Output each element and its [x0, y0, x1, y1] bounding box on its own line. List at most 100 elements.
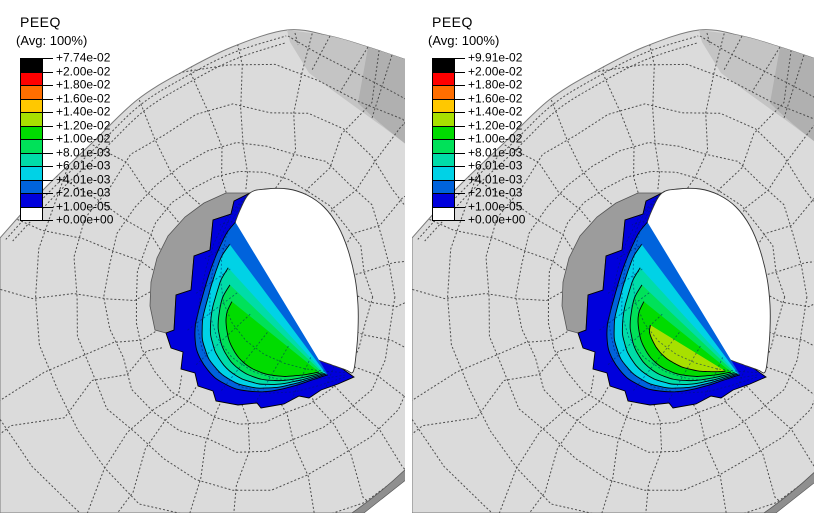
- legend-tick: [455, 206, 465, 208]
- legend-title: PEEQ: [20, 14, 61, 30]
- rim-mesh-tick: [339, 46, 369, 93]
- legend-swatch: [20, 152, 43, 167]
- legend-level-label: +7.74e-02: [56, 50, 111, 65]
- rim-mesh-tick: [371, 54, 393, 119]
- legend-tick: [43, 125, 53, 127]
- legend-tick: [43, 152, 53, 154]
- legend-swatch: [20, 98, 43, 113]
- contour-legend-right: PEEQ (Avg: 100%) +9.91e-02 +2.00e-02 +1.80…: [428, 12, 564, 226]
- legend-level-label: +1.40e-02: [468, 104, 523, 119]
- model-view-right: [412, 29, 814, 513]
- legend-tick: [455, 85, 465, 86]
- legend-level-label: +1.00e-02: [468, 131, 523, 146]
- legend-subtitle: (Avg: 100%): [428, 33, 500, 48]
- legend-tick: [43, 206, 53, 208]
- viewport-left: PEEQ (Avg: 100%) +7.74e-02 +2.00e-02 +1.80…: [0, 0, 405, 513]
- legend-level-label: +2.00e-02: [468, 63, 523, 78]
- legend-tick: [455, 220, 465, 221]
- legend-level-label: +9.91e-02: [468, 50, 523, 65]
- legend-swatch: [432, 193, 455, 208]
- bore-mesh: [599, 197, 760, 404]
- contour-band-6: [225, 301, 320, 377]
- model-scene: [0, 29, 405, 513]
- legend-level-label: +0.00e+00: [56, 212, 114, 227]
- legend-level-label: +8.01e-03: [56, 144, 111, 159]
- legend-swatch: [20, 85, 43, 100]
- legend-level-label: +1.20e-02: [468, 117, 523, 132]
- legend-level-label: +1.00e-02: [56, 131, 111, 146]
- legend-swatch: [20, 112, 43, 127]
- legend-level-label: +1.60e-02: [468, 90, 523, 105]
- legend-tick: [455, 71, 465, 73]
- legend-tick: [43, 98, 53, 100]
- contour-band-6: [637, 301, 732, 377]
- edge-row-line: [12, 42, 286, 242]
- legend-swatch: [20, 125, 43, 140]
- legend-level-label: +0.00e+00: [468, 212, 526, 227]
- edge-row-line: [424, 42, 698, 242]
- legend-swatch: [432, 71, 455, 86]
- legend-tick: [43, 193, 53, 194]
- legend-swatch: [20, 193, 43, 208]
- legend-swatch: [432, 206, 455, 221]
- model-scene: [412, 29, 814, 513]
- legend-tick: [43, 166, 53, 167]
- legend-level-label: +2.00e-02: [56, 63, 111, 78]
- legend-tick: [43, 139, 53, 140]
- bottom-edge-face: [763, 472, 814, 513]
- legend-swatch: [432, 139, 455, 154]
- legend-swatch: [432, 166, 455, 181]
- legend-level-label: +8.01e-03: [468, 144, 523, 159]
- rim-mesh-tick: [751, 46, 781, 93]
- legend-level-label: +6.01e-03: [468, 158, 523, 173]
- legend-subtitle: (Avg: 100%): [16, 33, 88, 48]
- legend-level-label: +1.80e-02: [56, 77, 111, 92]
- bore-mesh: [187, 197, 348, 404]
- legend-swatch: [432, 179, 455, 194]
- legend-swatch: [432, 152, 455, 167]
- legend-level-label: +1.40e-02: [56, 104, 111, 119]
- legend-scale: +9.91e-02 +2.00e-02 +1.80e-02 +1.60e-02 +1.4…: [432, 50, 564, 227]
- bottom-edge-face: [351, 469, 405, 513]
- rim-mesh-line: [699, 35, 814, 98]
- model-view-left: [0, 29, 405, 513]
- legend-swatch: [20, 166, 43, 181]
- legend-level-label: +2.01e-03: [56, 185, 111, 200]
- legend-level-label: +1.60e-02: [56, 90, 111, 105]
- legend-swatch: [432, 125, 455, 140]
- legend-tick: [455, 98, 465, 100]
- legend-level-label: +1.80e-02: [468, 77, 523, 92]
- legend-tick: [43, 71, 53, 73]
- rim-face-dark: [358, 47, 405, 144]
- legend-title: PEEQ: [432, 14, 473, 30]
- edge-row-line: [5, 35, 287, 240]
- legend-tick: [455, 139, 465, 140]
- legend-level-label: +1.20e-02: [56, 117, 111, 132]
- contour-band-7: [648, 325, 726, 373]
- legend-tick: [455, 152, 465, 154]
- legend-tick: [43, 179, 53, 181]
- legend-tick: [43, 220, 53, 221]
- edge-row-line: [417, 35, 699, 240]
- legend-tick: [455, 125, 465, 127]
- legend-level-label: +4.01e-03: [468, 171, 523, 186]
- legend-swatch: [432, 98, 455, 113]
- legend-swatch: [20, 139, 43, 154]
- legend-level-label: +1.00e-05: [468, 198, 523, 213]
- legend-tick: [43, 58, 53, 59]
- viewport-right: PEEQ (Avg: 100%) +9.91e-02 +2.00e-02 +1.80…: [412, 0, 814, 513]
- legend-swatch: [432, 85, 455, 100]
- legend-swatch: [432, 58, 455, 73]
- legend-tick: [455, 193, 465, 194]
- legend-tick: [455, 179, 465, 181]
- legend-swatch: [432, 112, 455, 127]
- contour-legend-left: PEEQ (Avg: 100%) +7.74e-02 +2.00e-02 +1.80…: [16, 12, 152, 226]
- legend-level-label: +2.01e-03: [468, 185, 523, 200]
- legend-level-label: +4.01e-03: [56, 171, 111, 186]
- legend-tick: [455, 166, 465, 167]
- legend-tick: [455, 58, 465, 59]
- rim-mesh-tick: [723, 35, 743, 71]
- legend-swatch: [20, 179, 43, 194]
- legend-level-label: +6.01e-03: [56, 158, 111, 173]
